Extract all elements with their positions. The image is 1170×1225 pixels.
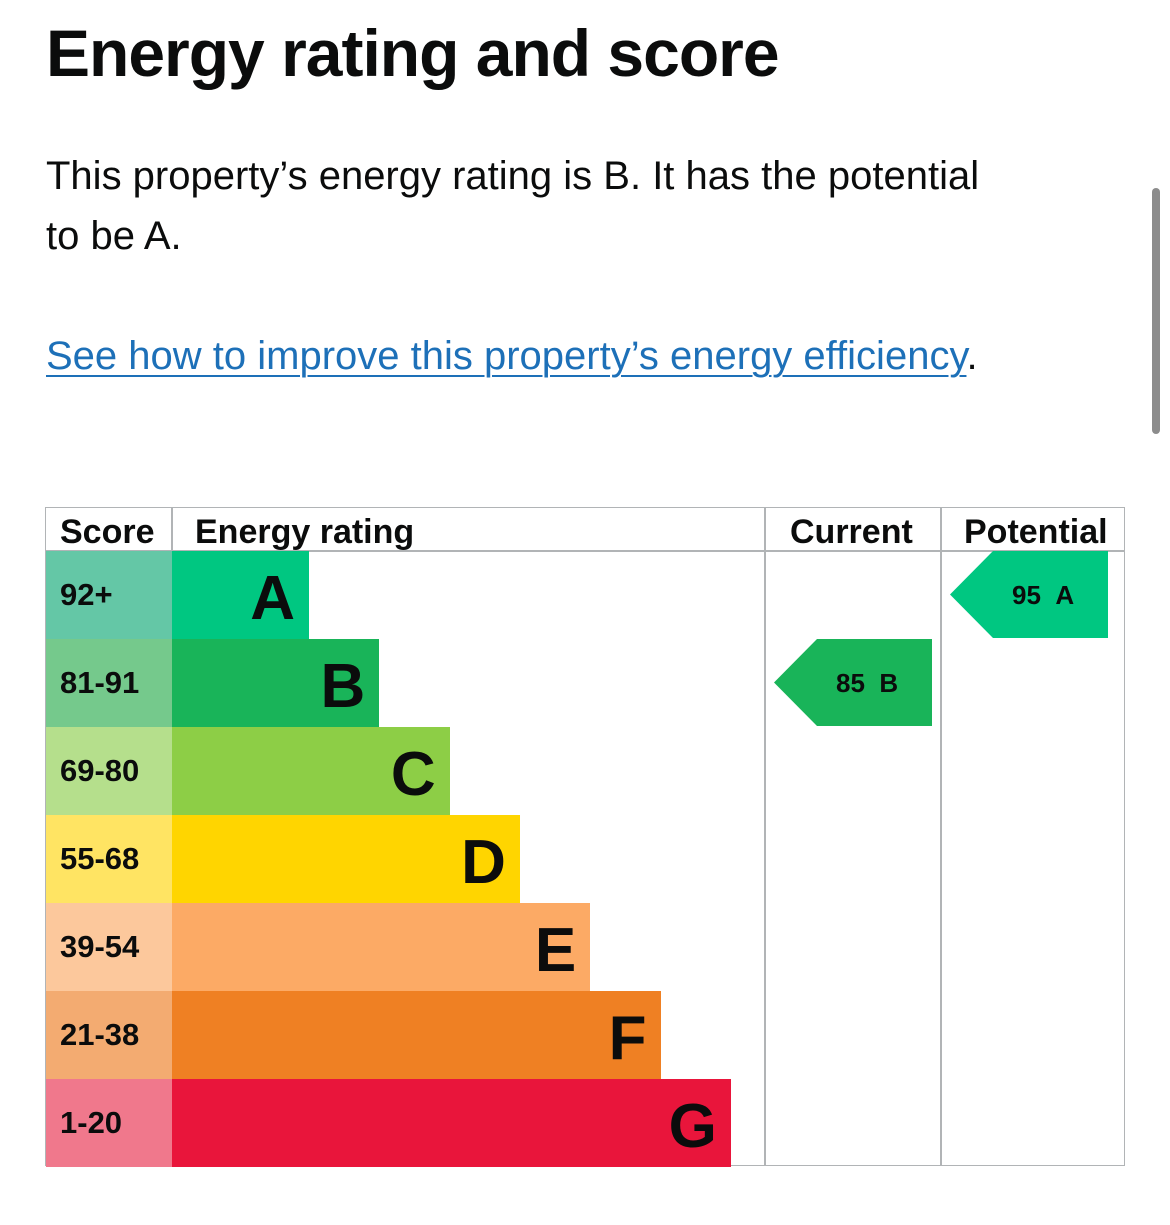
scrollbar-thumb[interactable] (1152, 188, 1160, 434)
page-title: Energy rating and score (46, 16, 780, 90)
divider-score (171, 508, 173, 550)
header-energy-rating: Energy rating (195, 513, 415, 551)
score-range-a: 92+ (46, 551, 172, 639)
potential-rating-label: 95 A (1012, 580, 1074, 610)
header-potential: Potential (964, 513, 1108, 551)
current-arrow (774, 639, 932, 726)
potential-score: 95 (1012, 580, 1041, 610)
header-rule (46, 550, 764, 552)
score-range-d: 55-68 (46, 815, 172, 903)
score-range-e: 39-54 (46, 903, 172, 991)
band-a: A (172, 551, 309, 639)
potential-band: A (1055, 580, 1075, 610)
score-range-f: 21-38 (46, 991, 172, 1079)
score-range-b: 81-91 (46, 639, 172, 727)
band-g: G (172, 1079, 731, 1167)
current-rating-label: 85 B (836, 668, 898, 698)
score-range-g: 1-20 (46, 1079, 172, 1167)
current-arrow-shape (774, 639, 932, 726)
header-score: Score (60, 513, 155, 551)
current-band: B (879, 668, 899, 698)
current-score: 85 (836, 668, 865, 698)
header-rule-current (766, 550, 940, 552)
header-current: Current (790, 513, 913, 551)
band-b: B (172, 639, 380, 727)
band-c: C (172, 727, 450, 815)
improve-efficiency-link[interactable]: See how to improve this property’s energ… (46, 334, 967, 378)
improve-paragraph: See how to improve this property’s energ… (46, 326, 1006, 386)
energy-rating-chart: Score Energy rating Current Potential 92… (45, 507, 1125, 1167)
link-suffix: . (966, 334, 978, 378)
divider-potential (940, 508, 942, 1165)
band-e: E (172, 903, 591, 991)
band-f: F (172, 991, 661, 1079)
band-d: D (172, 815, 520, 903)
rating-summary: This property’s energy rating is B. It h… (46, 154, 980, 258)
potential-arrow-shape (950, 551, 1108, 638)
divider-current (764, 508, 766, 1165)
potential-arrow (950, 551, 1108, 638)
score-range-c: 69-80 (46, 727, 172, 815)
